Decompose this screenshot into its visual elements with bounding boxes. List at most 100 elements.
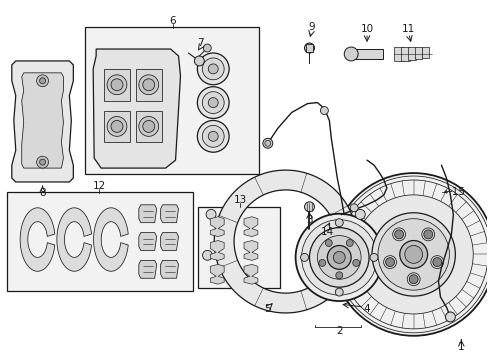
- Circle shape: [404, 246, 422, 264]
- Circle shape: [206, 210, 216, 219]
- Circle shape: [355, 264, 365, 274]
- Circle shape: [40, 159, 45, 165]
- Bar: [104, 69, 130, 100]
- Circle shape: [408, 275, 417, 284]
- Circle shape: [335, 272, 342, 279]
- Polygon shape: [210, 264, 224, 284]
- Text: 9: 9: [307, 22, 314, 32]
- Polygon shape: [210, 240, 224, 260]
- Bar: [104, 111, 130, 142]
- Circle shape: [37, 156, 48, 168]
- Circle shape: [107, 75, 127, 95]
- Bar: [414, 47, 421, 59]
- Circle shape: [37, 75, 48, 87]
- Text: 11: 11: [401, 24, 414, 34]
- Circle shape: [352, 260, 359, 266]
- Circle shape: [385, 258, 394, 266]
- Circle shape: [139, 117, 158, 136]
- Circle shape: [332, 173, 488, 336]
- Circle shape: [369, 253, 377, 261]
- Polygon shape: [210, 217, 224, 237]
- Polygon shape: [57, 208, 91, 271]
- Circle shape: [318, 260, 325, 266]
- Circle shape: [333, 251, 345, 264]
- Polygon shape: [21, 73, 63, 168]
- Circle shape: [335, 219, 343, 227]
- Polygon shape: [161, 260, 178, 278]
- Bar: [393, 47, 403, 61]
- Text: 2: 2: [335, 326, 342, 336]
- Circle shape: [295, 214, 382, 301]
- Polygon shape: [161, 233, 178, 251]
- Polygon shape: [139, 205, 156, 223]
- Circle shape: [394, 230, 403, 239]
- Circle shape: [309, 228, 368, 287]
- Circle shape: [317, 235, 360, 279]
- Circle shape: [399, 240, 427, 268]
- Circle shape: [202, 125, 224, 147]
- Text: 8: 8: [39, 188, 46, 198]
- Polygon shape: [12, 61, 73, 182]
- Text: 14: 14: [320, 226, 333, 237]
- Circle shape: [335, 288, 343, 296]
- Circle shape: [40, 78, 45, 84]
- Circle shape: [301, 220, 376, 295]
- Circle shape: [320, 107, 327, 114]
- Bar: [305, 44, 313, 52]
- Bar: [136, 69, 162, 100]
- Bar: [136, 111, 162, 142]
- Circle shape: [111, 79, 122, 91]
- Polygon shape: [139, 233, 156, 251]
- Circle shape: [423, 230, 432, 239]
- Polygon shape: [244, 264, 257, 284]
- Circle shape: [349, 204, 357, 212]
- Circle shape: [203, 44, 211, 52]
- Circle shape: [208, 64, 218, 74]
- Circle shape: [139, 75, 158, 95]
- Text: 12: 12: [92, 181, 105, 191]
- Polygon shape: [244, 217, 257, 237]
- Circle shape: [208, 98, 218, 108]
- Circle shape: [194, 56, 204, 66]
- Circle shape: [107, 117, 127, 136]
- Circle shape: [432, 258, 441, 266]
- Polygon shape: [214, 170, 354, 313]
- Circle shape: [353, 195, 472, 314]
- Circle shape: [355, 210, 365, 219]
- Text: ←15: ←15: [443, 187, 465, 197]
- Bar: [350, 49, 382, 59]
- Circle shape: [300, 253, 308, 261]
- Circle shape: [202, 92, 224, 113]
- Bar: [7, 192, 193, 291]
- Circle shape: [197, 87, 229, 118]
- Polygon shape: [93, 208, 128, 271]
- Circle shape: [202, 58, 224, 80]
- Circle shape: [263, 138, 272, 148]
- Text: 1: 1: [457, 342, 464, 352]
- Circle shape: [326, 246, 350, 269]
- Circle shape: [325, 239, 331, 247]
- Text: 4: 4: [363, 304, 369, 314]
- Circle shape: [445, 312, 454, 322]
- Polygon shape: [139, 260, 156, 278]
- Circle shape: [208, 131, 218, 141]
- Bar: [85, 27, 258, 174]
- Circle shape: [346, 239, 352, 247]
- Circle shape: [371, 213, 454, 296]
- Text: 3: 3: [305, 215, 312, 225]
- Circle shape: [377, 219, 448, 290]
- Polygon shape: [93, 49, 180, 168]
- Circle shape: [304, 43, 314, 53]
- Bar: [198, 207, 279, 288]
- Circle shape: [202, 250, 212, 260]
- Circle shape: [142, 121, 154, 132]
- Circle shape: [142, 79, 154, 91]
- Circle shape: [264, 140, 270, 146]
- Text: 6: 6: [169, 16, 176, 26]
- Text: 7: 7: [197, 38, 203, 48]
- Text: 10: 10: [360, 24, 373, 34]
- Circle shape: [304, 202, 314, 212]
- Circle shape: [197, 53, 229, 85]
- Circle shape: [197, 121, 229, 152]
- Polygon shape: [244, 240, 257, 260]
